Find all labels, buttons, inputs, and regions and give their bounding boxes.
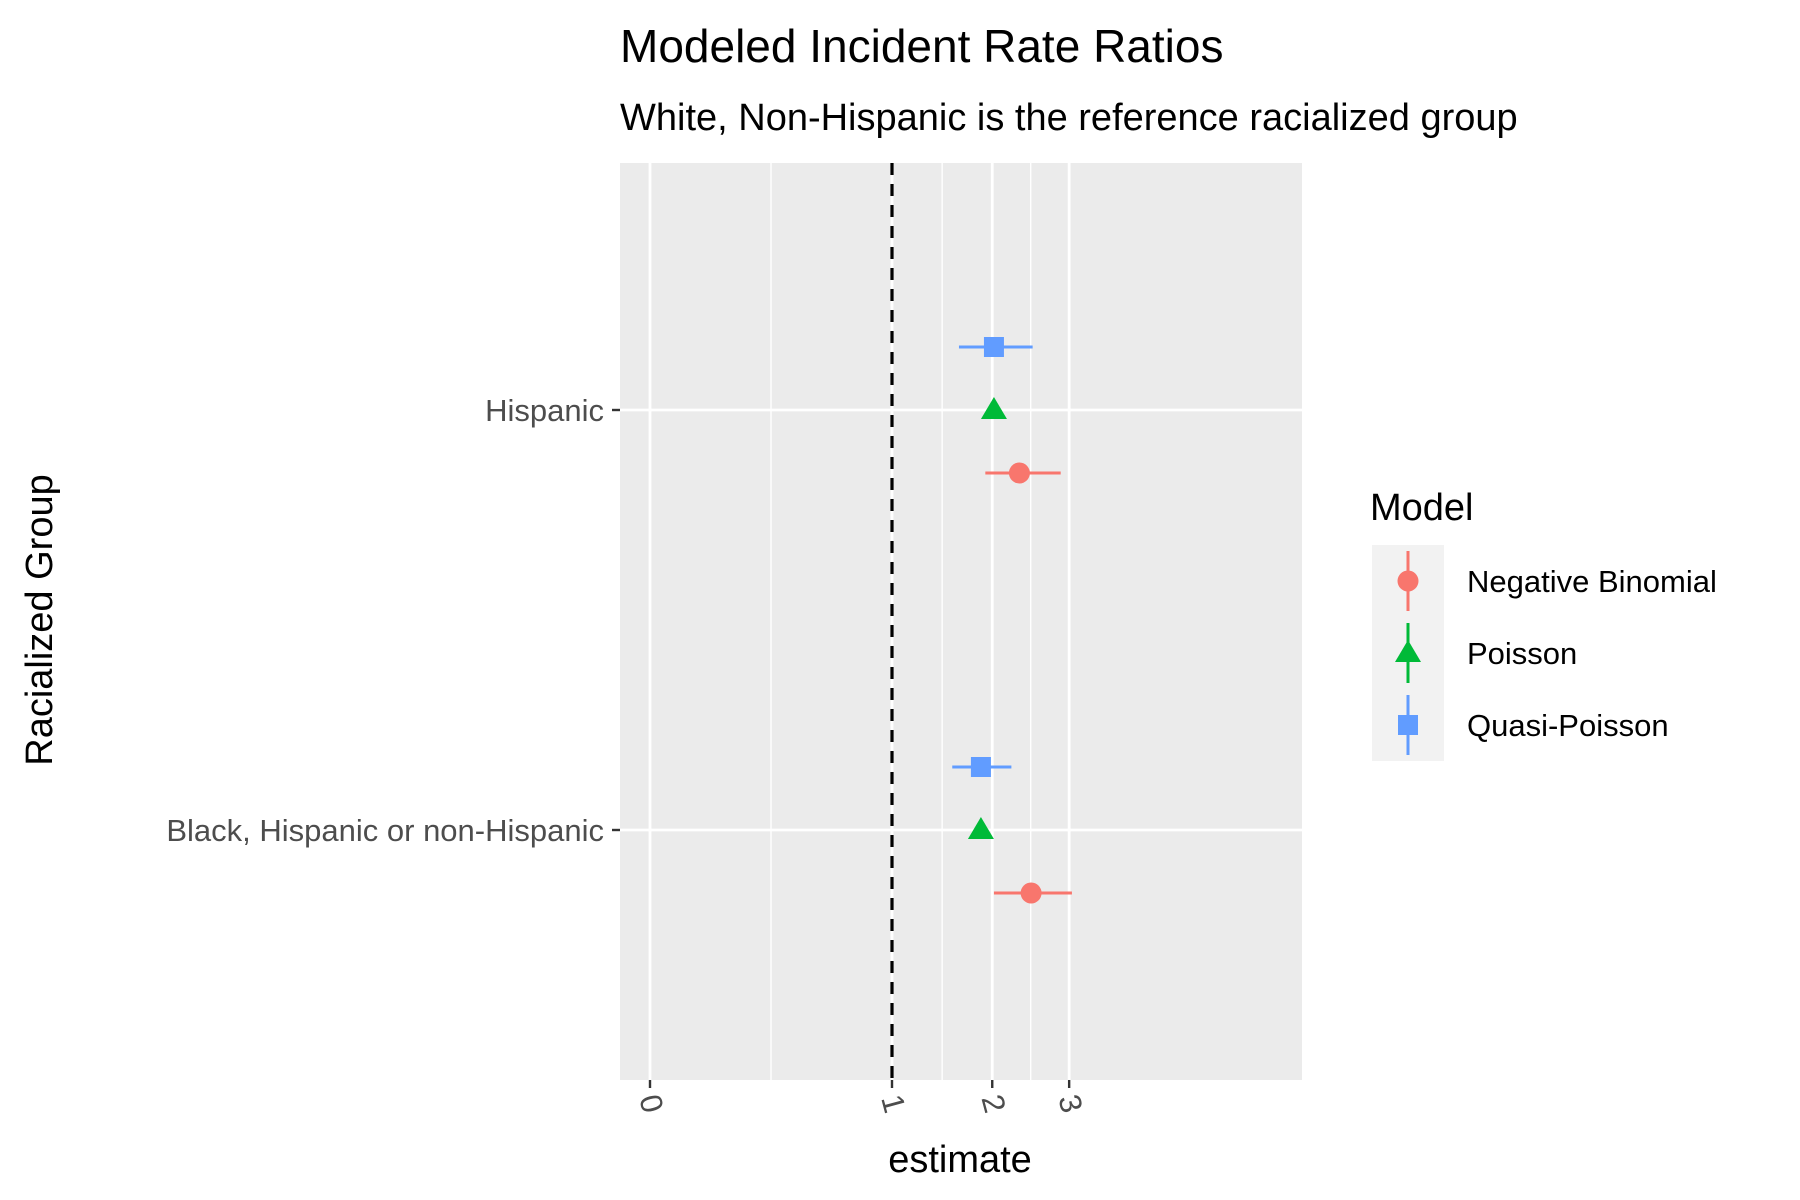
y-tick-label: Hispanic	[485, 393, 604, 428]
x-tick-label: 1	[874, 1091, 912, 1117]
data-point	[970, 757, 991, 777]
plot-panel	[620, 163, 1302, 1080]
data-point	[983, 337, 1004, 357]
y-tick-label: Black, Hispanic or non-Hispanic	[166, 813, 604, 848]
x-tick-label: 0	[632, 1091, 670, 1117]
legend-label: Quasi-Poisson	[1467, 708, 1669, 743]
data-marks	[952, 337, 1072, 904]
data-point	[967, 817, 994, 839]
legend-key-symbol	[1395, 640, 1421, 662]
chart-title: Modeled Incident Rate Ratios	[620, 20, 1223, 72]
x-tick-label: 2	[974, 1091, 1012, 1117]
legend-key-symbol	[1397, 570, 1419, 592]
legend-key-symbol	[1398, 715, 1418, 735]
data-point	[1020, 882, 1042, 904]
x-axis-title: estimate	[888, 1139, 1032, 1181]
data-point	[1008, 462, 1030, 484]
legend-label: Negative Binomial	[1467, 564, 1717, 599]
data-point	[980, 397, 1007, 419]
chart-subtitle: White, Non-Hispanic is the reference rac…	[620, 97, 1518, 139]
axes: 0 1 2 3 Hispanic Black, Hispanic or non-Hispa…	[166, 393, 1089, 1116]
y-axis-title: Racialized Group	[19, 474, 61, 765]
x-tick-label: 3	[1051, 1091, 1089, 1117]
legend-label: Poisson	[1467, 636, 1577, 671]
legend: Model Negative Binomial Poisson Quasi-Pois…	[1370, 487, 1717, 761]
legend-title: Model	[1370, 487, 1474, 529]
